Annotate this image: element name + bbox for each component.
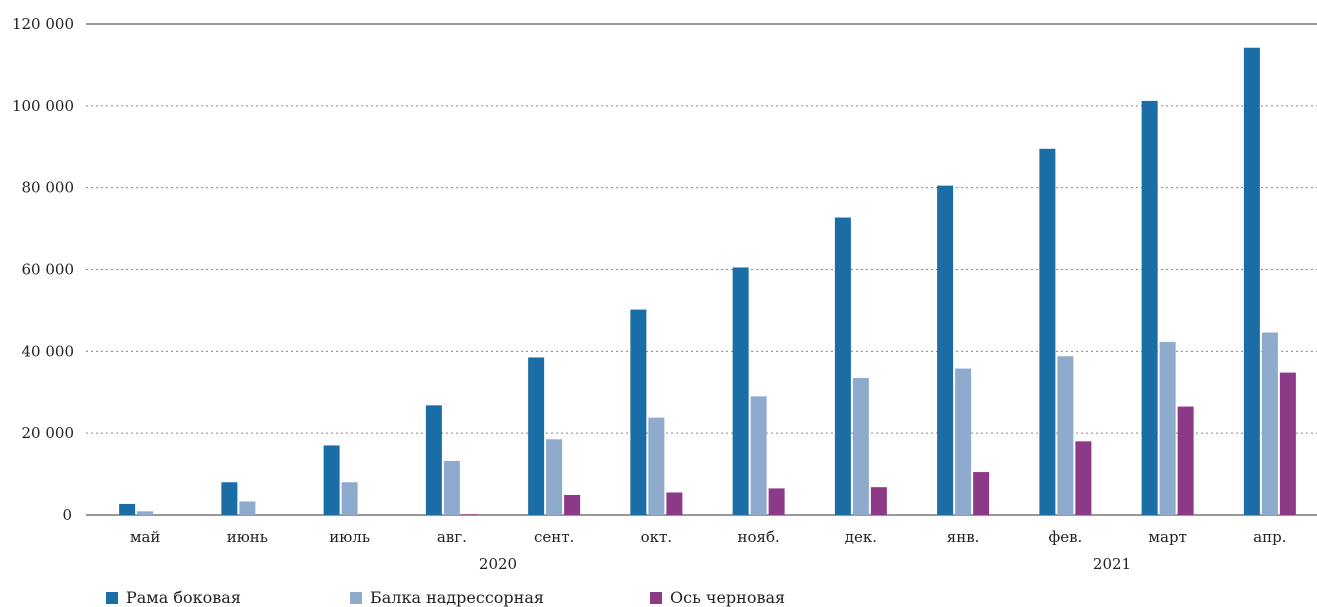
bar bbox=[137, 511, 154, 515]
bar bbox=[1075, 441, 1092, 515]
bar bbox=[1159, 341, 1176, 515]
bar bbox=[1243, 47, 1260, 516]
legend: Рама боковая Балка надрессорная Ось черн… bbox=[0, 583, 1317, 607]
legend-swatch bbox=[650, 591, 662, 604]
legend-item-os: Ось черновая bbox=[650, 588, 785, 607]
y-tick-label: 0 bbox=[62, 506, 72, 524]
x-tick-label: окт. bbox=[641, 528, 672, 546]
x-tick-label: сент. bbox=[534, 528, 574, 546]
bar bbox=[852, 377, 869, 515]
x-tick-label: янв. bbox=[947, 528, 980, 546]
bar bbox=[1177, 406, 1194, 515]
legend-swatch bbox=[106, 591, 118, 604]
x-tick-label: март bbox=[1148, 528, 1187, 546]
bar bbox=[870, 487, 887, 515]
legend-label: Рама боковая bbox=[126, 588, 241, 607]
bar bbox=[239, 501, 256, 515]
y-tick-label: 100 000 bbox=[12, 97, 74, 115]
legend-item-rama: Рама боковая bbox=[106, 588, 241, 607]
bar bbox=[546, 439, 563, 515]
bar bbox=[955, 368, 972, 515]
year-label-2020: 2020 bbox=[479, 555, 517, 573]
bar bbox=[1039, 148, 1056, 515]
y-axis-ticks: 0 20 000 40 000 60 000 80 000 100 000 120 000 bbox=[12, 15, 74, 524]
x-tick-label: июль bbox=[329, 528, 370, 546]
x-tick-label: май bbox=[130, 528, 161, 546]
y-tick-label: 120 000 bbox=[12, 15, 74, 33]
legend-label: Ось черновая bbox=[670, 588, 786, 607]
bar bbox=[1279, 372, 1296, 515]
bar bbox=[1141, 100, 1158, 515]
bar bbox=[768, 488, 785, 515]
y-tick-label: 80 000 bbox=[22, 179, 75, 197]
bar bbox=[443, 460, 460, 515]
bar bbox=[323, 445, 340, 515]
x-axis-ticks: май июнь июль авг. сент. окт. нояб. дек. янв. фев… bbox=[130, 528, 1287, 546]
bar bbox=[341, 482, 358, 515]
y-tick-label: 60 000 bbox=[22, 261, 75, 279]
y-tick-label: 40 000 bbox=[22, 342, 75, 360]
x-tick-label: авг. bbox=[437, 528, 467, 546]
bar bbox=[528, 357, 545, 515]
x-tick-label: фев. bbox=[1048, 528, 1082, 546]
bar bbox=[630, 309, 647, 515]
bar bbox=[648, 417, 665, 515]
bar bbox=[221, 482, 238, 515]
x-tick-label: нояб. bbox=[737, 528, 779, 546]
bars bbox=[119, 47, 1296, 516]
legend-label: Балка надрессорная bbox=[370, 588, 544, 607]
bar bbox=[732, 267, 749, 515]
bar bbox=[973, 472, 990, 515]
bar bbox=[119, 503, 136, 515]
legend-swatch bbox=[350, 591, 362, 604]
bar bbox=[834, 217, 851, 515]
bar bbox=[425, 405, 442, 515]
bar bbox=[750, 396, 767, 515]
y-tick-label: 20 000 bbox=[22, 424, 75, 442]
x-tick-label: июнь bbox=[227, 528, 268, 546]
bar bbox=[1057, 356, 1074, 515]
bar bbox=[937, 185, 954, 515]
year-label-2021: 2021 bbox=[1093, 555, 1131, 573]
bar bbox=[666, 492, 683, 515]
x-tick-label: дек. bbox=[845, 528, 877, 546]
legend-item-balka: Балка надрессорная bbox=[350, 588, 544, 607]
bar bbox=[1261, 332, 1278, 515]
bar bbox=[461, 514, 478, 515]
gridlines bbox=[86, 23, 1317, 516]
x-tick-label: апр. bbox=[1253, 528, 1286, 546]
bar bbox=[564, 494, 581, 515]
